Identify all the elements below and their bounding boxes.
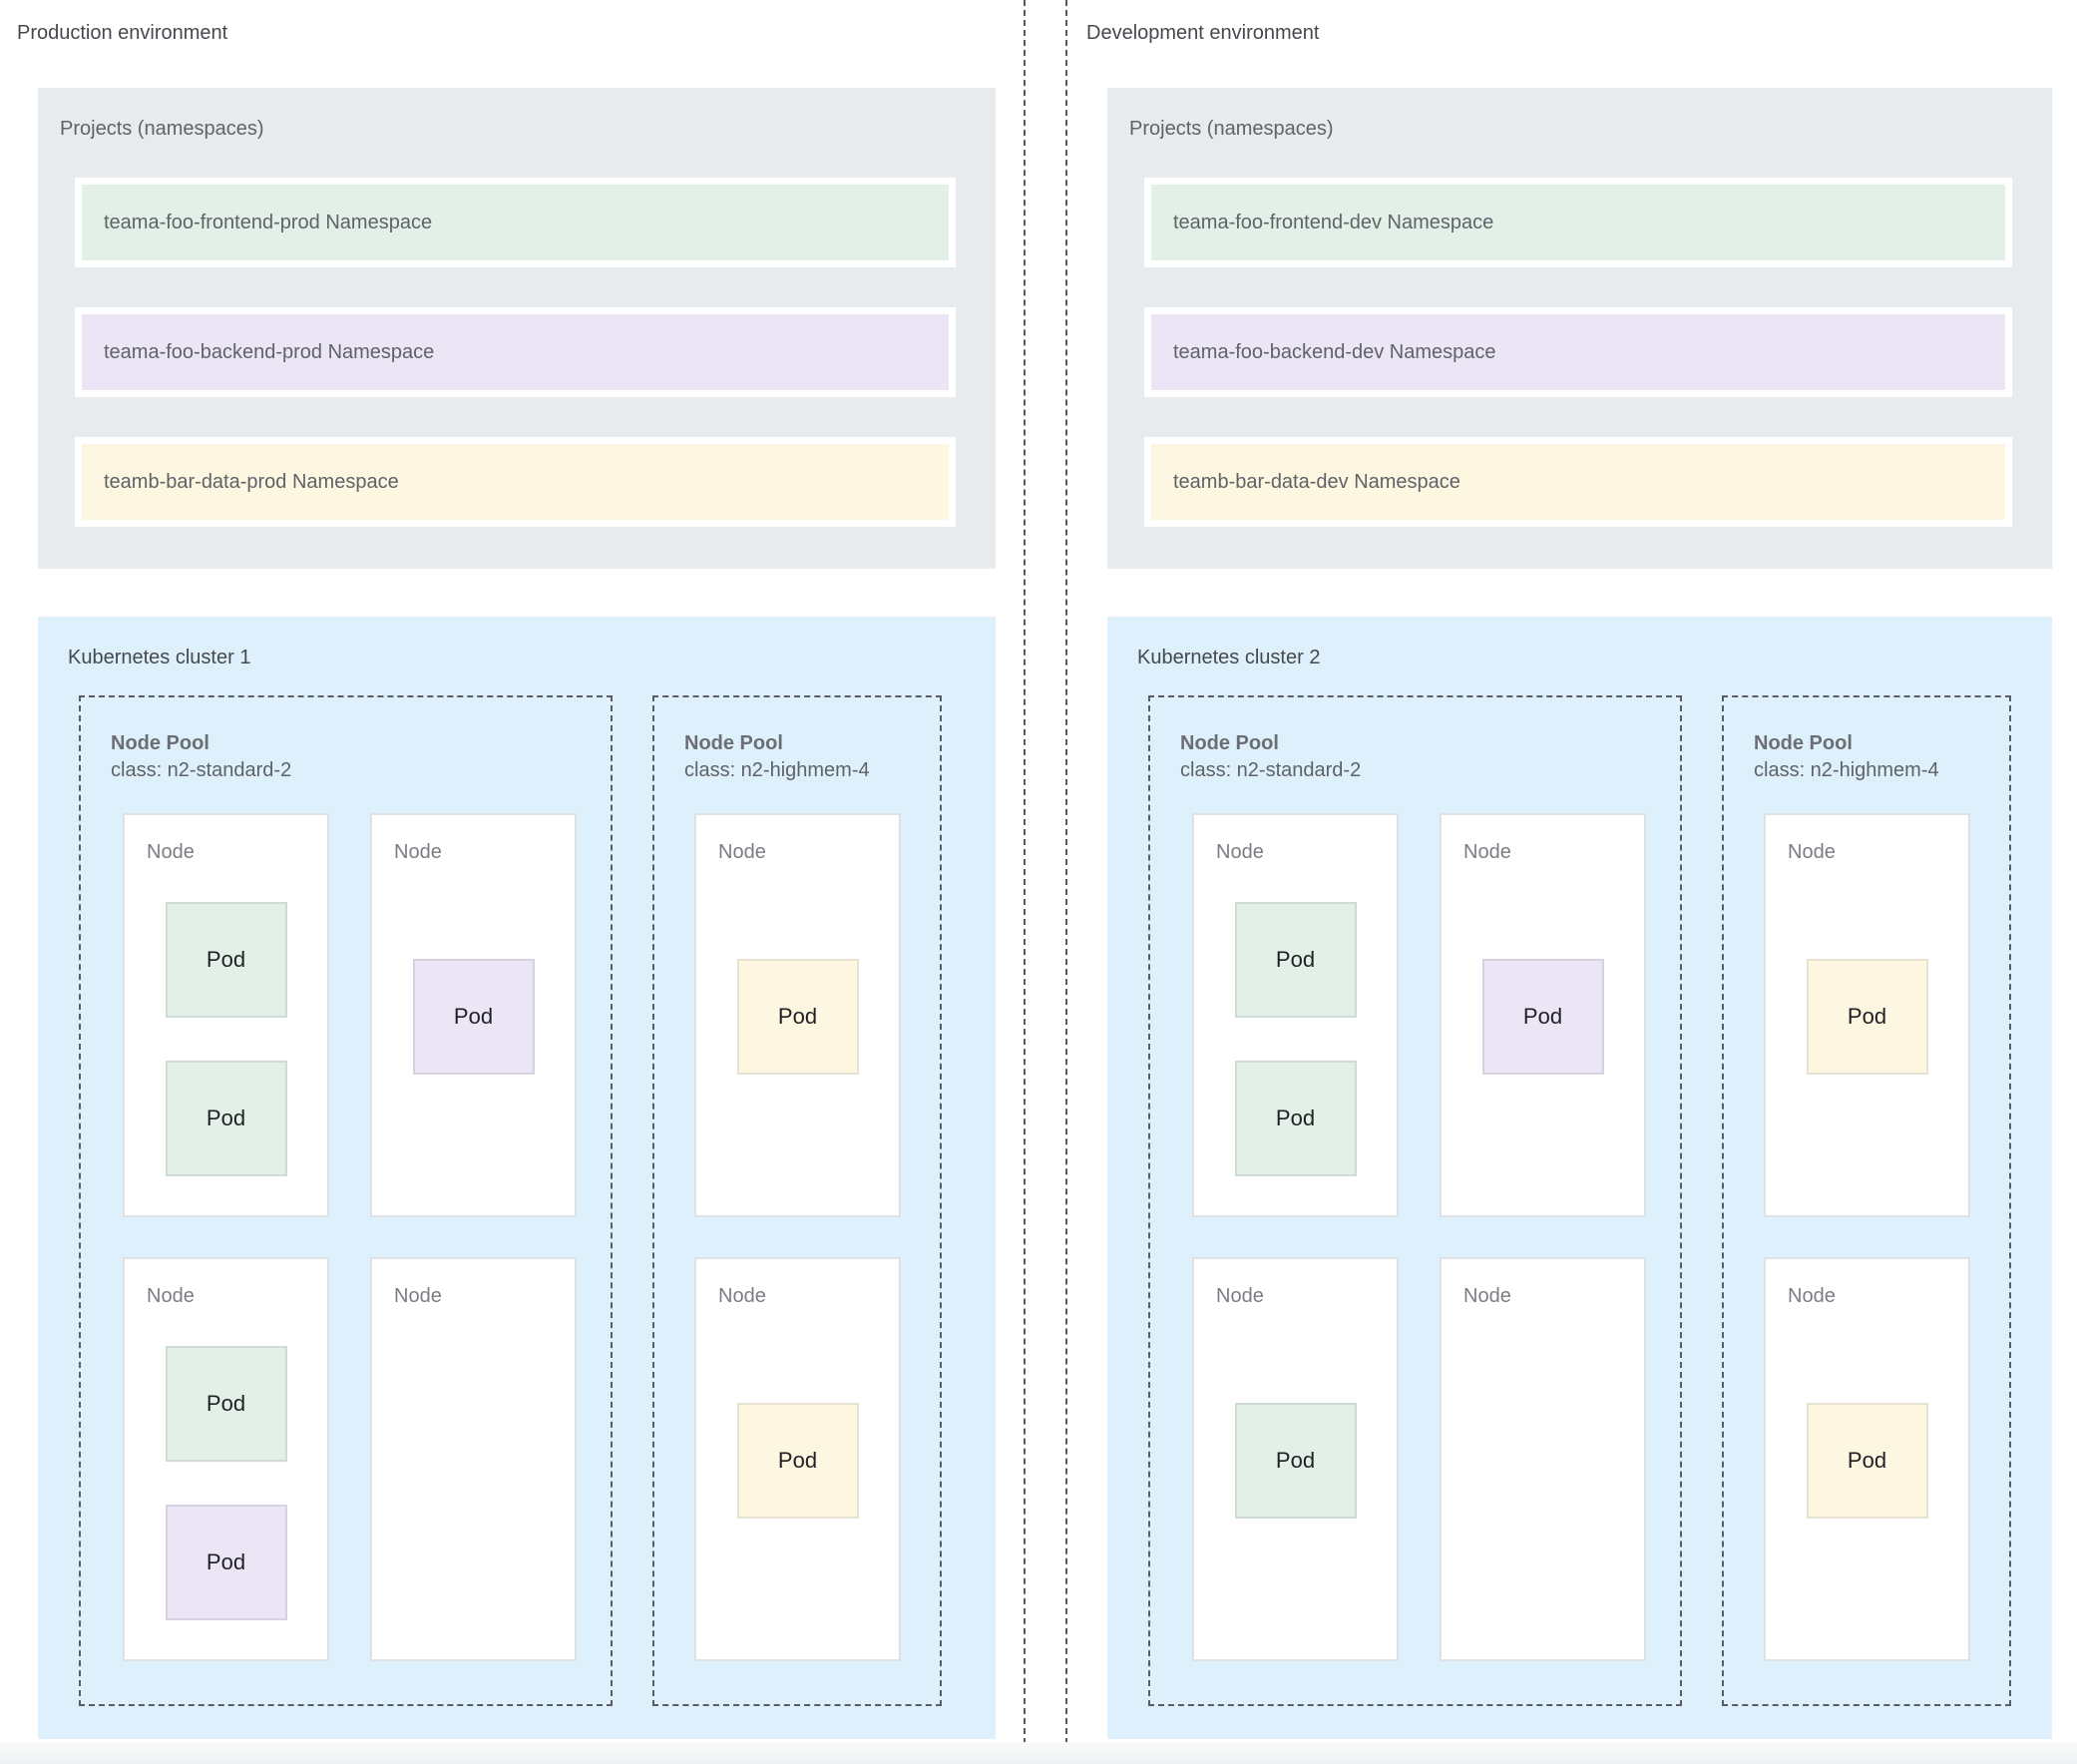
node-box: Node Pod <box>694 813 901 1217</box>
node-label: Node <box>1788 1285 1836 1307</box>
pod-frontend: Pod <box>165 1061 287 1176</box>
pod-frontend: Pod <box>165 902 287 1018</box>
node-label: Node <box>1463 841 1511 863</box>
node-pool-class: class: n2-highmem-4 <box>1754 759 1939 781</box>
node-pool-class: class: n2-standard-2 <box>111 759 292 781</box>
projects-namespaces-box: Projects (namespaces) teama-foo-frontend… <box>1107 88 2052 569</box>
namespace-label: teama-foo-frontend-dev Namespace <box>1151 185 2005 260</box>
cluster-title: Kubernetes cluster 2 <box>1137 647 1321 668</box>
pod-frontend: Pod <box>1234 1403 1357 1519</box>
pod-frontend: Pod <box>1234 1061 1357 1176</box>
node-pool-standard: Node Pool class: n2-standard-2 Node Pod … <box>1148 695 1682 1706</box>
pod-backend: Pod <box>412 959 535 1075</box>
pod-data: Pod <box>1806 1403 1928 1519</box>
node-pool-title: Node Pool <box>111 732 209 754</box>
namespace-frontend-prod: teama-foo-frontend-prod Namespace <box>75 178 956 267</box>
environment-divider-line <box>1024 0 1026 1764</box>
projects-namespaces-box: Projects (namespaces) teama-foo-frontend… <box>38 88 996 569</box>
node-box: Node Pod Pod <box>123 1257 329 1661</box>
pod-data: Pod <box>736 1403 859 1519</box>
namespace-frontend-dev: teama-foo-frontend-dev Namespace <box>1144 178 2012 267</box>
pod-backend: Pod <box>165 1505 287 1620</box>
node-box: Node Pod <box>1440 813 1646 1217</box>
node-box: Node Pod <box>694 1257 901 1661</box>
node-label: Node <box>394 1285 442 1307</box>
namespace-label: teamb-bar-data-dev Namespace <box>1151 444 2005 520</box>
node-pool-class: class: n2-highmem-4 <box>684 759 870 781</box>
node-pool-header: Node Pool class: n2-highmem-4 <box>684 730 870 784</box>
namespace-label: teama-foo-backend-prod Namespace <box>82 314 949 390</box>
namespace-label: teama-foo-backend-dev Namespace <box>1151 314 2005 390</box>
pod-data: Pod <box>1806 959 1928 1075</box>
node-box: Node <box>1440 1257 1646 1661</box>
node-label: Node <box>1216 841 1264 863</box>
node-label: Node <box>147 1285 195 1307</box>
namespace-data-prod: teamb-bar-data-prod Namespace <box>75 437 956 527</box>
pod-backend: Pod <box>1481 959 1604 1075</box>
node-label: Node <box>147 841 195 863</box>
node-label: Node <box>1788 841 1836 863</box>
environment-title: Production environment <box>17 22 228 44</box>
node-box: Node Pod <box>1764 1257 1970 1661</box>
bottom-edge-strip <box>0 1742 2077 1764</box>
node-box: Node Pod Pod <box>1192 813 1399 1217</box>
projects-title: Projects (namespaces) <box>60 118 264 140</box>
node-pool-title: Node Pool <box>684 732 783 754</box>
pod-frontend: Pod <box>165 1346 287 1462</box>
kubernetes-cluster-2-box: Kubernetes cluster 2 Node Pool class: n2… <box>1107 617 2052 1739</box>
projects-title: Projects (namespaces) <box>1129 118 1334 140</box>
namespace-data-dev: teamb-bar-data-dev Namespace <box>1144 437 2012 527</box>
node-pool-highmem: Node Pool class: n2-highmem-4 Node Pod N… <box>652 695 942 1706</box>
node-pool-header: Node Pool class: n2-standard-2 <box>111 730 291 784</box>
cluster-title: Kubernetes cluster 1 <box>68 647 251 668</box>
node-box: Node Pod <box>370 813 577 1217</box>
pod-data: Pod <box>736 959 859 1075</box>
namespace-backend-prod: teama-foo-backend-prod Namespace <box>75 307 956 397</box>
kubernetes-cluster-1-box: Kubernetes cluster 1 Node Pool class: n2… <box>38 617 996 1739</box>
node-pool-header: Node Pool class: n2-standard-2 <box>1180 730 1361 784</box>
node-label: Node <box>1463 1285 1511 1307</box>
namespace-backend-dev: teama-foo-backend-dev Namespace <box>1144 307 2012 397</box>
node-pool-standard: Node Pool class: n2-standard-2 Node Pod … <box>79 695 613 1706</box>
node-label: Node <box>718 841 766 863</box>
node-pool-title: Node Pool <box>1754 732 1853 754</box>
node-label: Node <box>1216 1285 1264 1307</box>
node-pool-header: Node Pool class: n2-highmem-4 <box>1754 730 1939 784</box>
node-pool-title: Node Pool <box>1180 732 1279 754</box>
node-box: Node Pod Pod <box>123 813 329 1217</box>
namespace-label: teama-foo-frontend-prod Namespace <box>82 185 949 260</box>
environment-title: Development environment <box>1086 22 1320 44</box>
environment-divider-line <box>1065 0 1067 1764</box>
pod-frontend: Pod <box>1234 902 1357 1018</box>
node-pool-highmem: Node Pool class: n2-highmem-4 Node Pod N… <box>1722 695 2011 1706</box>
node-box: Node Pod <box>1192 1257 1399 1661</box>
namespace-label: teamb-bar-data-prod Namespace <box>82 444 949 520</box>
node-box: Node <box>370 1257 577 1661</box>
node-label: Node <box>394 841 442 863</box>
node-pool-class: class: n2-standard-2 <box>1180 759 1362 781</box>
node-label: Node <box>718 1285 766 1307</box>
node-box: Node Pod <box>1764 813 1970 1217</box>
